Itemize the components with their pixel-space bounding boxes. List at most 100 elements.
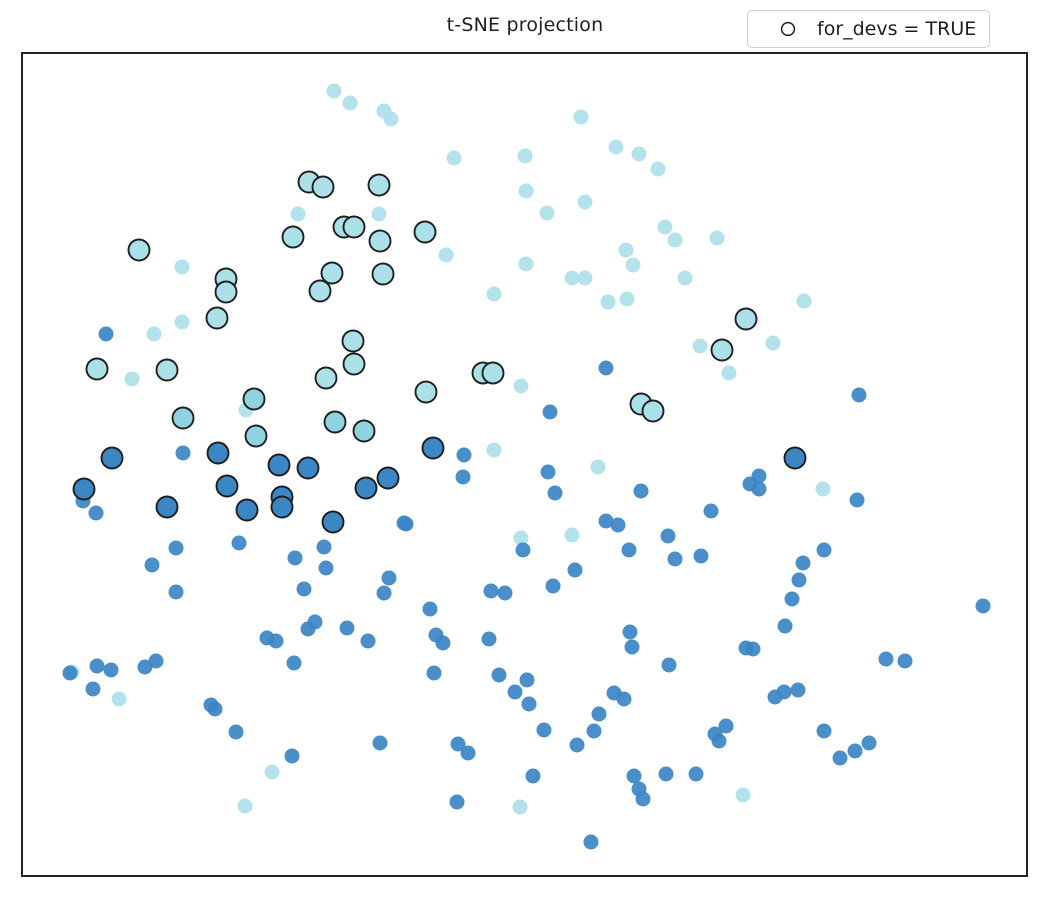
scatter-point (507, 684, 523, 700)
scatter-point (372, 735, 388, 751)
scatter-point (790, 682, 806, 698)
scatter-point (360, 633, 376, 649)
scatter-point (586, 723, 602, 739)
scatter-point (228, 724, 244, 740)
scatter-point (426, 665, 442, 681)
scatter-point (497, 585, 513, 601)
scatter-point (564, 270, 580, 286)
scatter-series-for-devs-false (62, 83, 991, 850)
scatter-point (171, 406, 195, 430)
scatter-point (897, 653, 913, 669)
scatter-point (422, 601, 438, 617)
scatter-point (450, 736, 466, 752)
scatter-point (296, 581, 312, 597)
scatter-point (667, 551, 683, 567)
scatter-point (600, 294, 616, 310)
scatter-point (311, 175, 335, 199)
scatter-point (381, 570, 397, 586)
scatter-point (486, 442, 502, 458)
scatter-point (745, 641, 761, 657)
scatter-point (657, 219, 673, 235)
scatter-point (85, 357, 109, 381)
scatter-point (631, 146, 647, 162)
scatter-point (354, 476, 378, 500)
scatter-point (703, 503, 719, 519)
scatter-point (491, 667, 507, 683)
scatter-point (783, 446, 807, 470)
scatter-point (573, 109, 589, 125)
scatter-point (975, 598, 991, 614)
scatter-point (734, 307, 758, 331)
scatter-point (583, 834, 599, 850)
scatter-point (174, 259, 190, 275)
scatter-point (231, 535, 247, 551)
scatter-point (515, 542, 531, 558)
scatter-point (242, 387, 266, 411)
scatter-point (144, 557, 160, 573)
scatter-point (518, 256, 534, 272)
scatter-point (718, 718, 734, 734)
scatter-point (517, 148, 533, 164)
scatter-point (796, 293, 812, 309)
scatter-point (816, 542, 832, 558)
scatter-point (72, 477, 96, 501)
scatter-point (784, 591, 800, 607)
scatter-point (660, 528, 676, 544)
scatter-point (352, 419, 376, 443)
scatter-point (735, 787, 751, 803)
scatter-point (567, 562, 583, 578)
scatter-point (619, 291, 635, 307)
scatter-point (376, 585, 392, 601)
scatter-point (146, 326, 162, 342)
scatter-point (341, 329, 365, 353)
scatter-point (237, 798, 253, 814)
scatter-point (287, 550, 303, 566)
scatter-point (89, 658, 105, 674)
scatter-point (137, 659, 153, 675)
scatter-point (625, 257, 641, 273)
legend[interactable]: for_devs = TRUE (747, 10, 991, 48)
scatter-point (259, 630, 275, 646)
scatter-point (688, 766, 704, 782)
scatter-point (206, 441, 230, 465)
scatter-point (342, 95, 358, 111)
scatter-point (421, 436, 445, 460)
scatter-point (376, 466, 400, 490)
scatter-point (621, 542, 637, 558)
scatter-point (214, 280, 238, 304)
scatter-point (435, 635, 451, 651)
scatter-point (103, 662, 119, 678)
scatter-point (539, 205, 555, 221)
scatter-point (270, 495, 294, 519)
scatter-point (455, 469, 471, 485)
scatter-point (127, 238, 151, 262)
scatter-point (307, 614, 323, 630)
scatter-point (816, 723, 832, 739)
scatter-point (368, 229, 392, 253)
scatter-point (446, 150, 462, 166)
scatter-point (111, 691, 127, 707)
scatter-point (339, 620, 355, 636)
scatter-point (456, 447, 472, 463)
scatter-point (525, 768, 541, 784)
scatter-point (168, 584, 184, 600)
scatter-point (267, 453, 291, 477)
scatter-point (547, 485, 563, 501)
scatter-point (284, 748, 300, 764)
scatter-point (460, 745, 476, 761)
scatter-point (709, 230, 725, 246)
scatter-point (481, 361, 505, 385)
scatter-point (155, 358, 179, 382)
scatter-point (751, 468, 767, 484)
scatter-point (598, 513, 614, 529)
scatter-point (791, 572, 807, 588)
scatter-point (577, 194, 593, 210)
scatter-point (658, 766, 674, 782)
scatter-point (367, 173, 391, 197)
scatter-point (383, 111, 399, 127)
scatter-point (721, 365, 737, 381)
scatter-point (308, 279, 332, 303)
scatter-point (371, 206, 387, 222)
scatter-point (175, 445, 191, 461)
scatter-point (414, 380, 438, 404)
